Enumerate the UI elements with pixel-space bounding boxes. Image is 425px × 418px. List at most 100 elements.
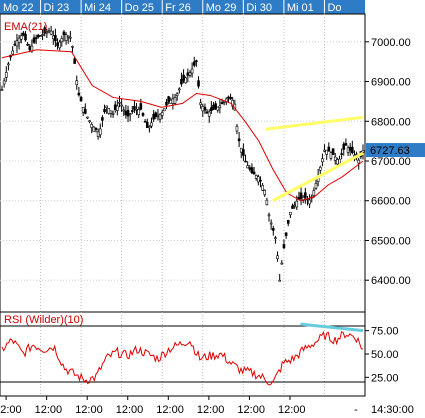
candle-body (205, 111, 209, 114)
candle-body (222, 101, 226, 103)
candle-body (45, 31, 49, 34)
time-tick-label: 12:00 (197, 404, 225, 416)
candle-body (338, 158, 341, 165)
candle-body (239, 147, 243, 153)
rsi-legend: RSI (Wilder)(10) (4, 314, 83, 326)
candle-body (299, 192, 303, 199)
candle-body (124, 111, 128, 116)
candle-body (342, 143, 346, 150)
candle-body (39, 35, 42, 38)
candle-body (64, 34, 68, 41)
candle-body (257, 176, 260, 183)
candle-body (252, 171, 256, 175)
candle-body (304, 192, 307, 198)
candle-body (327, 146, 331, 152)
candle-body (77, 92, 81, 96)
time-tick-label: 12:00 (278, 404, 306, 416)
candle-body (169, 99, 173, 104)
candle-body (143, 120, 147, 123)
candle-body (154, 112, 158, 117)
candle-body (2, 80, 6, 85)
candle-body (259, 179, 262, 182)
candle-body (351, 146, 354, 154)
last-price-box (366, 143, 425, 158)
price-tick-label: 7000.00 (371, 37, 411, 49)
price-tick-label: 6800.00 (371, 116, 411, 128)
rsi-tick-label: 25.00 (371, 372, 399, 384)
time-tick-label: 12:00 (116, 404, 144, 416)
candle-body (41, 34, 44, 36)
price-y-axis: 6400.00 6500.00 6600.00 6700.00 6800.00 6900.… (365, 37, 411, 287)
candle-body (158, 113, 162, 120)
candle-body (111, 113, 115, 115)
candle-body (231, 100, 234, 107)
day-header-bar (0, 0, 365, 14)
candle-body (293, 204, 296, 207)
candle-body (56, 42, 59, 47)
candle-body (75, 80, 79, 86)
candle-body (58, 41, 61, 49)
candle-body (128, 113, 132, 115)
candle-body (165, 101, 168, 106)
candle-body (163, 108, 166, 112)
candle-body (15, 40, 19, 47)
candle-body (81, 106, 85, 113)
price-tick-label: 6500.00 (371, 235, 411, 247)
ema-line (1, 49, 364, 202)
candle-body (212, 104, 215, 110)
candle-body (107, 108, 111, 114)
time-axis: 12:00 12:00 12:00 12:00 12:00 12:00 12:00 12:00… (0, 396, 414, 416)
candle-body (118, 102, 121, 104)
candle-body (274, 237, 277, 240)
candle-body (242, 149, 245, 156)
candle-body (201, 106, 205, 112)
candle-body (271, 228, 275, 231)
candle-body (150, 122, 153, 127)
time-tick-dash: - (354, 404, 358, 416)
candle-body (17, 37, 21, 43)
candle-body (54, 35, 57, 42)
candle-body (265, 199, 269, 206)
candle-body (210, 107, 213, 112)
candle-body (84, 109, 87, 114)
candle-body (113, 104, 117, 110)
candle-body (254, 175, 258, 179)
candle-body (96, 131, 100, 137)
candle-body (66, 35, 70, 38)
candle-body (126, 109, 130, 117)
candle-body (321, 158, 324, 163)
candle-body (171, 98, 175, 104)
candle-body (203, 106, 207, 111)
candle-body (280, 262, 284, 265)
candle-body (79, 96, 83, 102)
candle-body (331, 148, 335, 155)
candle-body (329, 152, 333, 159)
candle-body (188, 72, 192, 76)
candle-body (141, 113, 145, 116)
candle-body (180, 79, 183, 85)
candle-body (190, 68, 194, 74)
rsi-y-axis: 75.00 50.00 25.00 (365, 326, 399, 384)
candle-body (199, 102, 202, 106)
candle-body (145, 121, 149, 128)
candle-body (37, 34, 40, 38)
time-tick-label: 12:00 (75, 404, 103, 416)
candle-body (295, 200, 299, 208)
day-label: Di 23 (44, 2, 70, 14)
candle-body (184, 77, 188, 84)
candle-body (267, 214, 271, 217)
candle-body (28, 46, 32, 51)
day-label: Mo 22 (3, 2, 34, 14)
candle-body (71, 46, 74, 48)
candle-body (13, 43, 17, 46)
candle-body (24, 33, 27, 41)
candle-body (101, 117, 104, 121)
candle-body (122, 109, 126, 112)
candle-body (289, 211, 292, 216)
candle-body (92, 126, 96, 132)
candle-body (325, 149, 328, 155)
candle-body (86, 116, 89, 119)
candle-body (34, 37, 38, 40)
lower-trendline (272, 151, 364, 203)
candle-body (235, 125, 239, 132)
